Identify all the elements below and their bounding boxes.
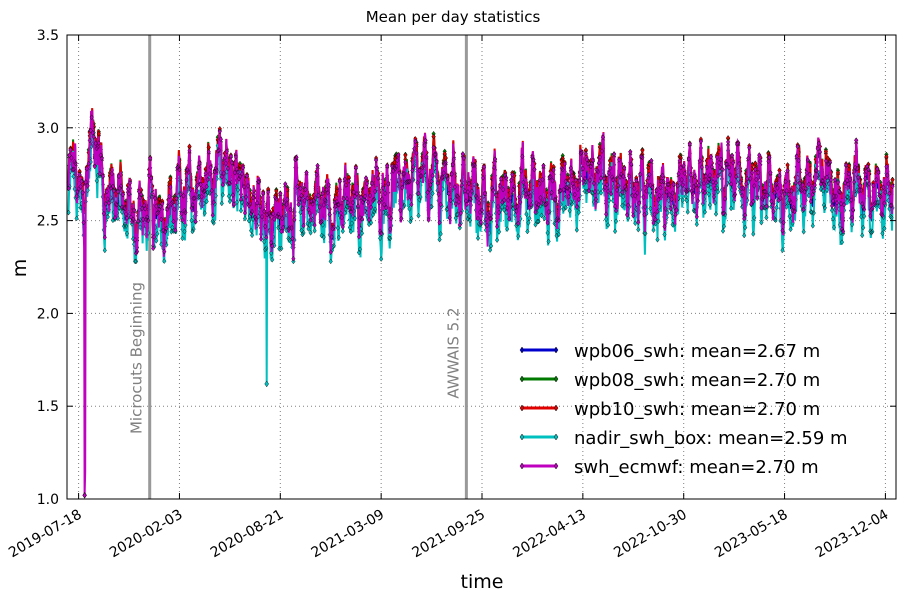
- legend-label-wpb08_swh: wpb08_swh: mean=2.70 m: [574, 370, 820, 391]
- y-tick-label: 3.0: [37, 121, 59, 137]
- y-axis-label: m: [9, 259, 31, 278]
- series-line-swh_ecmwf: [67, 110, 894, 496]
- legend-marker: [553, 346, 559, 354]
- y-tick-label: 2.0: [37, 306, 59, 322]
- legend-label-wpb10_swh: wpb10_swh: mean=2.70 m: [574, 399, 820, 420]
- event-label: AWWAIS 5.2: [444, 307, 462, 398]
- legend-marker: [519, 346, 525, 354]
- event-markers: Microcuts Beginning AWWAIS 5.2: [128, 35, 468, 499]
- legend-marker: [519, 433, 525, 441]
- y-tick-label: 2.5: [37, 214, 59, 230]
- legend-label-nadir_swh_box: nadir_swh_box: mean=2.59 m: [574, 428, 848, 449]
- series-markers-swh_ecmwf: [66, 114, 895, 499]
- legend: wpb06_swh: mean=2.67 m wpb08_swh: mean=2.…: [519, 341, 848, 478]
- grid: [67, 34, 896, 500]
- y-tick-label: 1.5: [37, 399, 59, 415]
- legend-marker: [519, 375, 525, 383]
- chart-title: Mean per day statistics: [366, 8, 541, 26]
- legend-marker: [519, 462, 525, 470]
- legend-label-wpb06_swh: wpb06_swh: mean=2.67 m: [574, 341, 820, 362]
- legend-marker: [553, 404, 559, 412]
- y-tick-label: 1.0: [37, 492, 59, 508]
- y-tick-label: 3.5: [37, 28, 59, 44]
- x-axis-label: time: [461, 571, 504, 593]
- series-lines: [66, 108, 895, 499]
- legend-marker: [519, 404, 525, 412]
- legend-marker: [553, 462, 559, 470]
- legend-marker: [553, 375, 559, 383]
- plot-frame: [66, 34, 897, 500]
- legend-marker: [553, 433, 559, 441]
- y-axis-ticks: 1.0 1.5 2.0 2.5 3.0 3.5: [37, 28, 896, 508]
- legend-label-swh_ecmwf: swh_ecmwf: mean=2.70 m: [574, 457, 819, 478]
- event-label: Microcuts Beginning: [128, 282, 146, 434]
